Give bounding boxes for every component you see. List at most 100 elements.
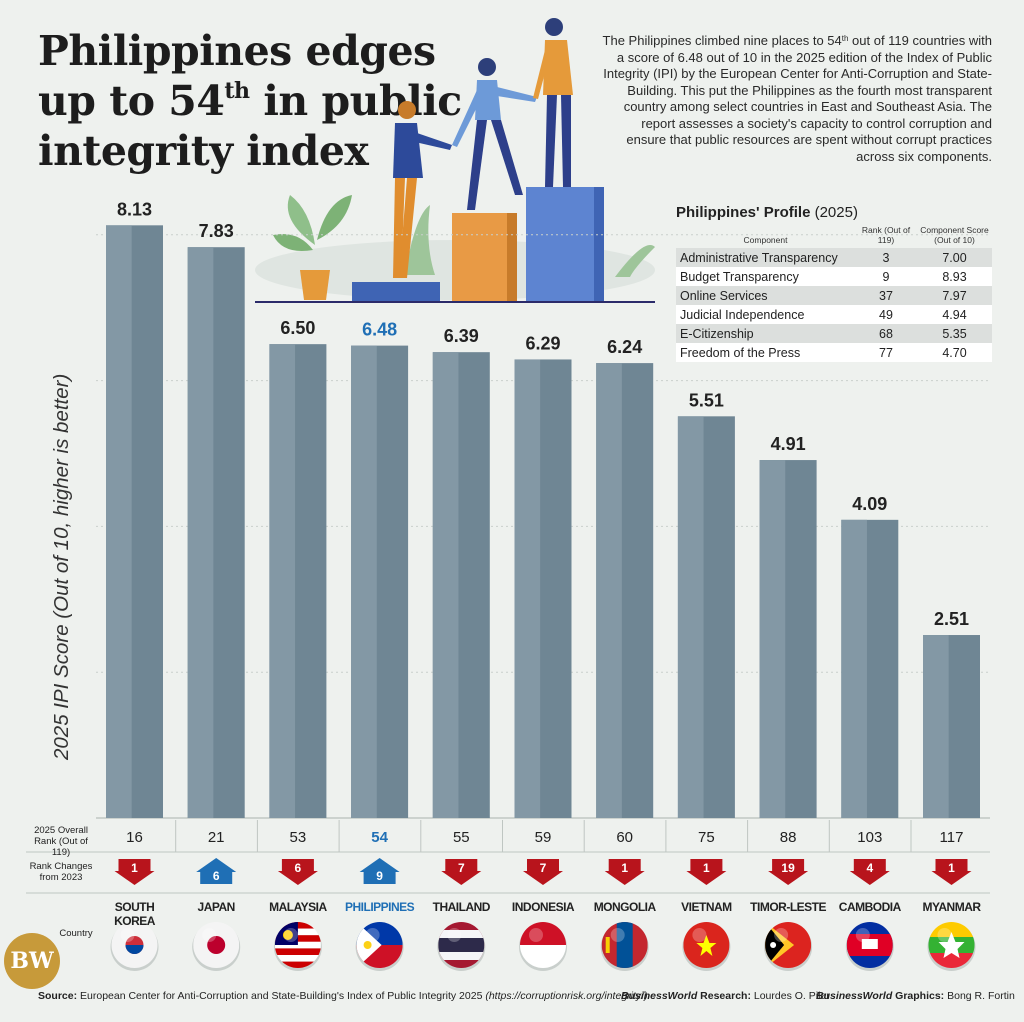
bar [187,247,245,818]
profile-score: 4.94 [917,305,992,324]
bar [841,519,899,818]
flag-icon [764,922,813,971]
profile-row: Freedom of the Press 77 4.70 [676,343,992,362]
rank-down-icon: 6 [277,859,318,885]
rank-change-value: 1 [131,861,138,875]
rank-down-icon: 19 [768,859,809,885]
profile-header-component: Component [743,235,788,245]
rank-down-icon: 4 [849,859,890,885]
overall-rank-value: 75 [698,829,715,846]
profile-component: E-Citizenship [676,324,855,343]
rank-change-value: 4 [866,861,873,875]
rank-up-icon: 6 [196,858,237,884]
rank-up-icon: 9 [359,858,400,884]
profile-rank: 77 [855,343,917,362]
bar-highlight-side [106,225,132,818]
bar-value-label: 6.39 [444,326,479,346]
source-footer: Source: European Center for Anti-Corrupt… [38,990,648,1002]
country-name: SOUTH KOREA [114,900,155,928]
flag-icon [355,922,404,971]
rank-change-value: 6 [295,861,302,875]
rank-change-value: 6 [213,869,220,883]
bar-highlight-side [351,345,377,818]
flag-icon [273,922,322,971]
flag-icon [845,922,894,971]
profile-score: 7.00 [917,248,992,267]
overall-rank-value: 60 [616,829,634,846]
rank-down-icon: 1 [931,859,972,885]
country-name: JAPAN [197,900,236,914]
profile-table: Component Rank (Out of 119) Component Sc… [676,225,992,362]
bar [677,416,735,818]
y-axis-label: 2025 IPI Score (Out of 10, higher is bet… [50,373,73,760]
bar-value-label: 6.29 [525,333,560,353]
profile-component: Online Services [676,286,855,305]
profile-row: E-Citizenship 68 5.35 [676,324,992,343]
profile-row: Administrative Transparency 3 7.00 [676,248,992,267]
overall-rank-value: 53 [289,829,307,846]
rank-row-label: 2025 Overall Rank (Out of 119) [34,825,88,858]
bar-highlight-side [923,635,949,818]
bar [596,363,654,818]
bar-highlight-side [677,416,704,818]
flag-icon [519,922,567,971]
bar-highlight-side [759,460,786,818]
profile-rank: 3 [855,248,917,267]
rank-down-icon: 7 [523,859,563,885]
country-name: MONGOLIA [593,900,657,914]
bar-highlight-side [841,519,867,818]
bar-value-label: 8.13 [117,199,152,219]
country-name: TIMOR-LESTE [750,900,826,914]
rank-change-value: 9 [376,869,383,883]
change-row-label: Rank Changes from 2023 [29,861,93,883]
flag-icon [600,922,649,971]
page-title: Philippines edges up to 54th in public i… [38,27,462,176]
flag-icon [192,922,241,971]
bar [269,344,327,818]
overall-rank-value: 88 [779,829,797,846]
overall-rank-value: 21 [207,829,225,846]
profile-rank: 49 [855,305,917,324]
bar-highlight-side [514,359,541,818]
profile-component: Administrative Transparency [676,248,855,267]
bar [351,345,409,818]
profile-component: Freedom of the Press [676,343,855,362]
country-name: THAILAND [432,900,491,914]
flag-icon [927,922,976,971]
profile-row: Judicial Independence 49 4.94 [676,305,992,324]
rank-down-icon: 1 [686,859,727,885]
country-name: CAMBODIA [838,900,902,914]
profile-score: 5.35 [917,324,992,343]
bar [106,225,163,818]
profile-row: Online Services 37 7.97 [676,286,992,305]
country-name: MALAYSIA [269,900,327,914]
bar [759,460,817,818]
profile-score: 7.97 [917,286,992,305]
bar [514,359,572,818]
rank-change-value: 19 [781,861,795,875]
profile-rank: 68 [855,324,917,343]
intro-text: The Philippines climbed nine places to 5… [602,33,992,164]
philippines-profile: Philippines' Profile (2025) Component Ra… [676,204,992,362]
profile-title: Philippines' Profile (2025) [676,204,858,221]
rank-change-value: 1 [703,861,710,875]
profile-component: Budget Transparency [676,267,855,286]
country-name: VIETNAM [681,900,732,914]
bar-value-label: 5.51 [689,390,724,410]
profile-component: Judicial Independence [676,305,855,324]
handshake-illustration [255,18,655,303]
profile-header-score: Component Score (Out of 10) [920,225,989,245]
bar-value-label: 6.48 [362,320,397,340]
profile-row: Budget Transparency 9 8.93 [676,267,992,286]
flag-icon [110,922,159,971]
rank-change-value: 7 [458,861,465,875]
bar-value-label: 2.51 [934,609,969,629]
rank-change-value: 1 [621,861,628,875]
profile-header-rank: Rank (Out of 119) [861,225,911,245]
bar-highlight-side [432,352,459,818]
country-row-label: Country [59,928,93,939]
overall-rank-value: 103 [857,829,883,846]
bar-value-label: 6.50 [280,318,315,338]
rank-down-icon: 7 [441,859,482,885]
overall-rank-value: 117 [939,829,964,846]
